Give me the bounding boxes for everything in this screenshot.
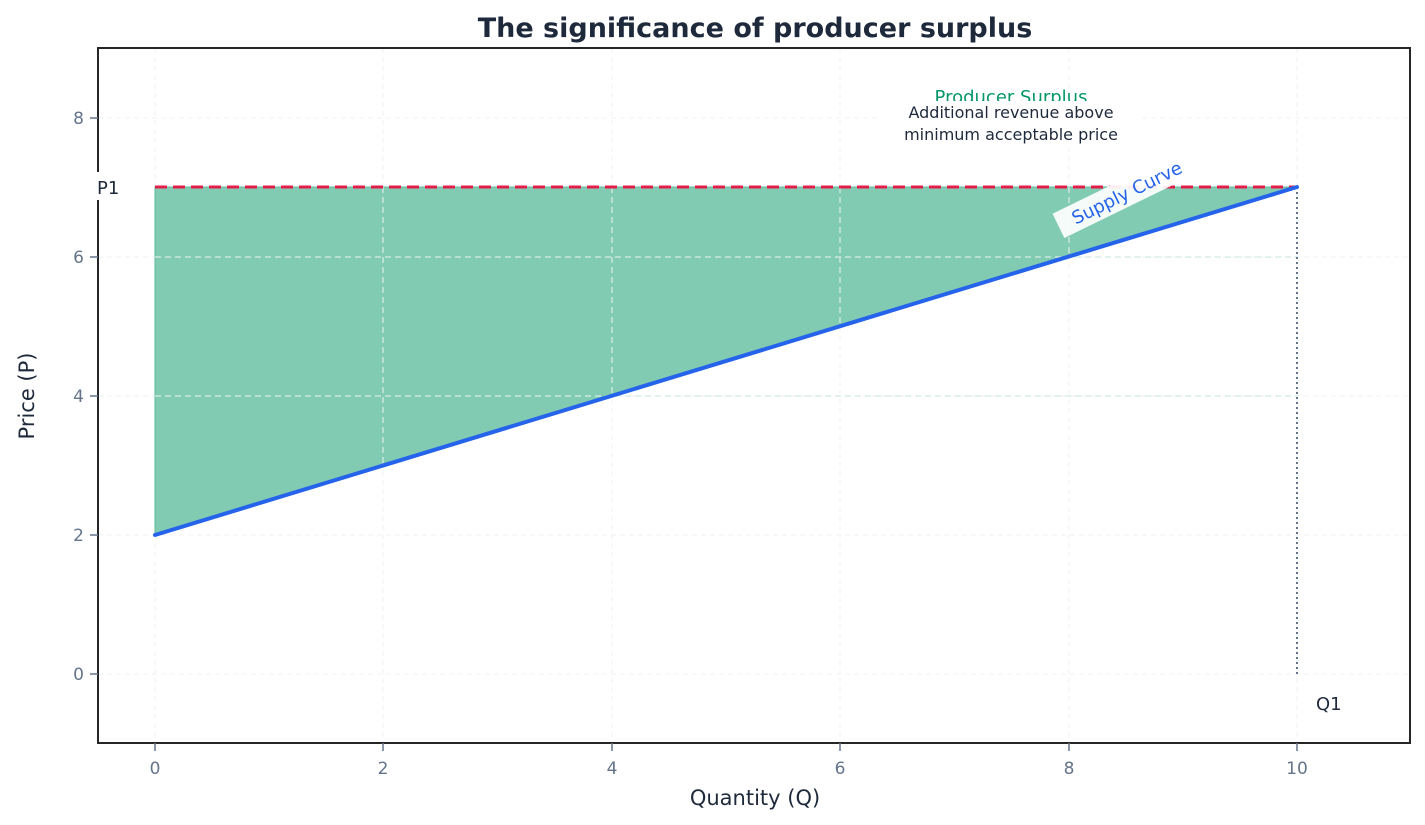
plot-area: Supply Curve Producer Surplus Additional…	[98, 48, 1410, 743]
x-tick-4: 4	[607, 759, 618, 779]
x-axis-label: Quantity (Q)	[690, 786, 820, 810]
x-tick-6: 6	[835, 759, 846, 779]
chart-title: The significance of producer surplus	[478, 13, 1033, 44]
y-tick-8: 8	[73, 109, 84, 129]
supply-curve	[153, 185, 1299, 537]
grid-over-fill	[155, 187, 1297, 465]
x-tick-2: 2	[378, 759, 389, 779]
annotation-line-1: Additional revenue above	[908, 103, 1113, 122]
y-axis: 0 2 4 6 8 Price (P)	[15, 109, 98, 685]
x-axis: 0 2 4 6 8 10 Quantity (Q)	[150, 743, 1308, 810]
annotation-line-2: minimum acceptable price	[904, 125, 1118, 144]
p1-label: P1	[97, 178, 119, 199]
q1-label: Q1	[1316, 694, 1342, 715]
x-tick-8: 8	[1064, 759, 1075, 779]
p1-label-box	[95, 172, 125, 200]
y-tick-6: 6	[73, 248, 84, 268]
y-tick-4: 4	[73, 387, 84, 407]
y-tick-2: 2	[73, 526, 84, 546]
x-tick-0: 0	[150, 759, 161, 779]
annotation-box	[880, 101, 1142, 149]
y-axis-label: Price (P)	[15, 353, 39, 440]
y-tick-0: 0	[73, 665, 84, 685]
x-tick-10: 10	[1286, 759, 1308, 779]
